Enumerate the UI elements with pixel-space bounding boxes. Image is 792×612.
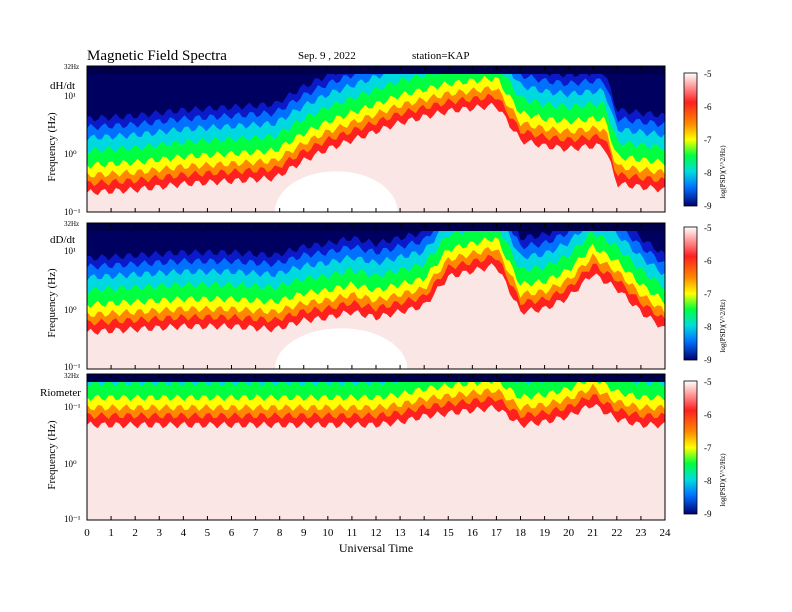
colorbar-scale-dddt: [683, 226, 698, 361]
colorbar-tick-riometer-5: -5: [704, 377, 712, 387]
colorbar-tick-dhdt-5: -5: [704, 69, 712, 79]
x-tick-label: 6: [229, 527, 235, 539]
colorbar-tick-dhdt-6: -6: [704, 102, 712, 112]
spectrogram-dhdt: [87, 66, 665, 212]
x-tick-label: 9: [301, 527, 307, 539]
spectral-band: [87, 223, 665, 261]
x-tick-label: 16: [467, 527, 479, 539]
panel-riometer: Riometer 32Hz 10⁻¹ 10⁰ 10⁻¹ Frequency (H…: [40, 372, 727, 524]
x-tick-label: 13: [395, 527, 407, 539]
y-tick-dddt-2: 10⁰: [64, 305, 77, 315]
panel-dhdt: dH/dt 32Hz 10¹ 10⁰ 10⁻¹ Frequency (Hz) -…: [46, 63, 727, 217]
x-tick-label: 14: [419, 527, 431, 539]
y-tick-dhdt-2: 10⁰: [64, 149, 77, 159]
colorbar-dhdt: -5 -6 -7 -8 -9 log(PSD)(V^2/Hz): [683, 69, 727, 211]
colorbar-dddt: -5 -6 -7 -8 -9 log(PSD)(V^2/Hz): [683, 223, 727, 365]
colorbar-scale-riometer: [683, 380, 698, 515]
colorbar-tick-dhdt-9: -9: [704, 201, 712, 211]
x-tick-label: 18: [515, 527, 527, 539]
x-tick-label: 21: [587, 527, 598, 539]
date-label: Sep. 9 , 2022: [298, 50, 356, 62]
colorbar-scale-dhdt: [683, 72, 698, 207]
colorbar-tick-riometer-8: -8: [704, 476, 712, 486]
quiet-region: [274, 171, 398, 212]
spectrogram-dddt: [87, 223, 665, 369]
x-ticks-dhdt: [86, 66, 666, 212]
x-tick-label: 20: [563, 527, 575, 539]
x-tick-labels: 0 1 2 3 4 5 6 7 8 9 10 11 12 13 14 15 16 17 18 19 20 21 22 23 24: [84, 527, 671, 539]
y-tick-riometer-3: 10⁻¹: [64, 514, 81, 524]
colorbar-tick-dddt-9: -9: [704, 355, 712, 365]
x-tick-label: 17: [491, 527, 503, 539]
x-tick-label: 22: [611, 527, 622, 539]
colorbar-tick-riometer-7: -7: [704, 443, 712, 453]
x-tick-label: 23: [635, 527, 647, 539]
y-axis-label-riometer: Frequency (Hz): [46, 420, 58, 490]
station-label: station=KAP: [412, 50, 470, 62]
colorbar-tick-dddt-7: -7: [704, 289, 712, 299]
y-tick-riometer-1: 10⁻¹: [64, 402, 81, 412]
y-axis-label-dhdt: Frequency (Hz): [46, 112, 58, 182]
x-axis-label: Universal Time: [339, 541, 413, 555]
colorbar-tick-riometer-9: -9: [704, 509, 712, 519]
x-tick-label: 2: [132, 527, 138, 539]
x-tick-label: 19: [539, 527, 551, 539]
colorbar-label-riometer: log(PSD)(V^2/Hz): [719, 453, 727, 507]
colorbar-label-dhdt: log(PSD)(V^2/Hz): [719, 145, 727, 199]
x-tick-label: 15: [443, 527, 455, 539]
colorbar-tick-dhdt-8: -8: [704, 168, 712, 178]
colorbar-tick-dddt-6: -6: [704, 256, 712, 266]
panel-label-dddt: dD/dt: [50, 234, 75, 246]
colorbar-tick-dhdt-7: -7: [704, 135, 712, 145]
spectral-band: [87, 66, 665, 122]
spectrogram-riometer: [87, 374, 665, 520]
y-top-label-dhdt: 32Hz: [64, 63, 79, 71]
x-ticks-dddt: [86, 223, 666, 369]
x-tick-label: 0: [84, 527, 90, 539]
colorbar-tick-dddt-5: -5: [704, 223, 712, 233]
x-tick-label: 11: [347, 527, 358, 539]
y-axis-label-dddt: Frequency (Hz): [46, 268, 58, 338]
figure-title: Magnetic Field Spectra: [87, 48, 227, 64]
x-ticks-riometer: [86, 374, 666, 520]
colorbar-tick-dddt-8: -8: [704, 322, 712, 332]
panel-dddt: dD/dt 32Hz 10¹ 10⁰ 10⁻¹ Frequency (Hz) -…: [46, 220, 727, 372]
y-tick-dddt-3: 10⁻¹: [64, 362, 81, 372]
x-tick-label: 24: [660, 527, 672, 539]
panel-label-dhdt: dH/dt: [50, 80, 75, 92]
x-tick-label: 12: [371, 527, 382, 539]
x-tick-label: 5: [205, 527, 211, 539]
x-tick-label: 10: [322, 527, 334, 539]
quiet-region: [274, 328, 408, 369]
colorbar-tick-riometer-6: -6: [704, 410, 712, 420]
x-tick-label: 7: [253, 527, 259, 539]
y-tick-dddt-1: 10¹: [64, 246, 76, 256]
y-top-label-dddt: 32Hz: [64, 220, 79, 228]
panel-label-riometer: Riometer: [40, 387, 81, 399]
x-tick-label: 1: [108, 527, 114, 539]
x-tick-label: 4: [181, 527, 187, 539]
y-top-label-riometer: 32Hz: [64, 372, 79, 380]
colorbar-label-dddt: log(PSD)(V^2/Hz): [719, 299, 727, 353]
x-tick-label: 8: [277, 527, 283, 539]
colorbar-riometer: -5 -6 -7 -8 -9 log(PSD)(V^2/Hz): [683, 377, 727, 519]
y-tick-dhdt-3: 10⁻¹: [64, 207, 81, 217]
y-tick-riometer-2: 10⁰: [64, 459, 77, 469]
x-tick-label: 3: [157, 527, 163, 539]
y-tick-dhdt-1: 10¹: [64, 91, 76, 101]
